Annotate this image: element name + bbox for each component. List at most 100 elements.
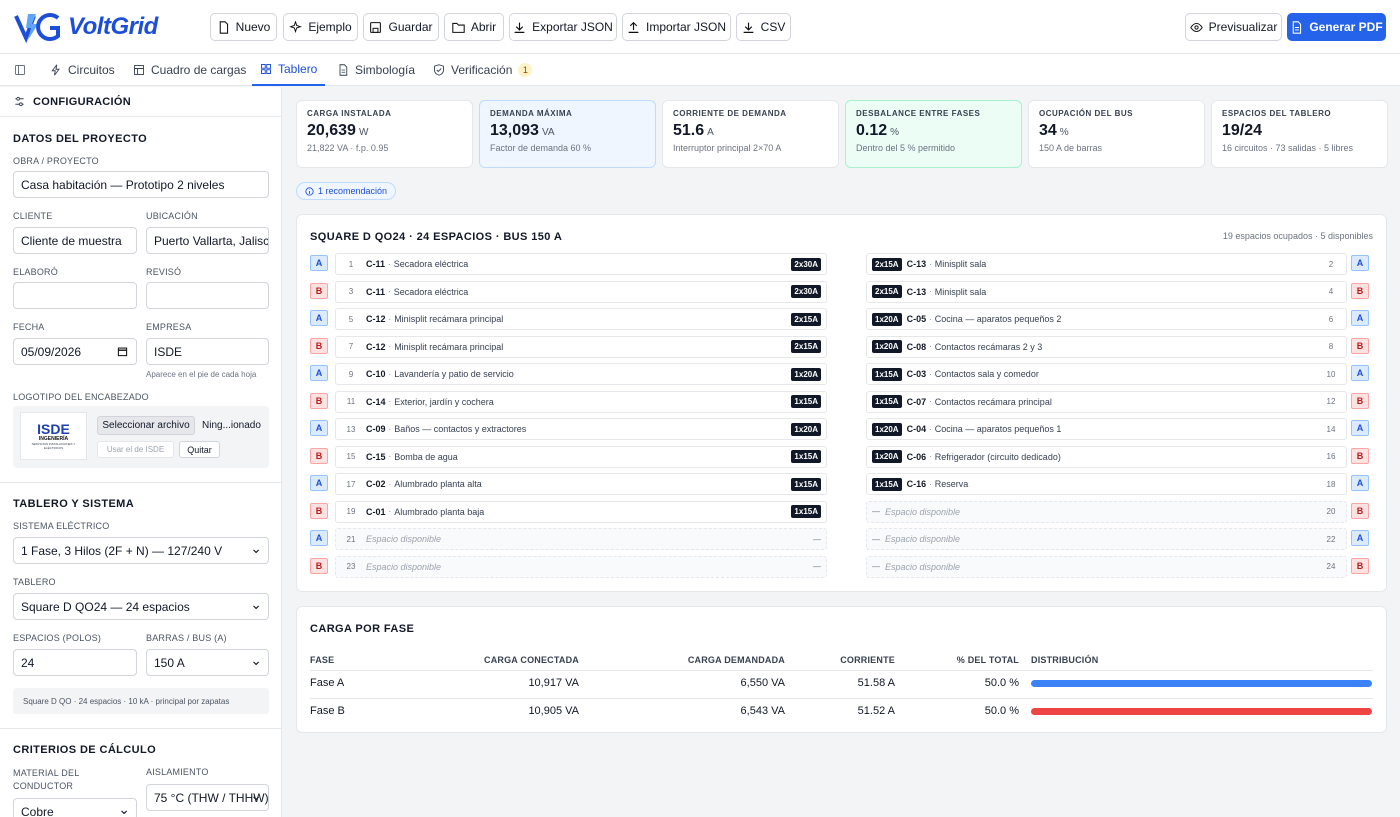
obra-label: OBRA / PROYECTO — [13, 156, 99, 166]
circuit-slot[interactable]: 1 C-11 · Secadora eléctrica 2x30A — [335, 253, 827, 275]
export-json-button[interactable]: Exportar JSON — [509, 13, 617, 41]
aislamiento-select[interactable]: 75 °C (THW / THHW) — [146, 784, 269, 811]
circuit-id: C-09 — [366, 424, 386, 434]
empty-slot[interactable]: — Espacio disponible 24 — [866, 555, 1347, 578]
circuit-slot[interactable]: 1x15A C-07 · Contactos recámara principal 12 — [866, 390, 1347, 413]
card-title: OCUPACIÓN DEL BUS — [1039, 109, 1133, 118]
circuit-slot[interactable]: 7 C-12 · Minisplit recámara principal 2x15A — [335, 335, 827, 358]
breaker-rating: — — [872, 534, 880, 544]
save-button[interactable]: Guardar — [363, 13, 439, 41]
sistema-select[interactable]: 1 Fase, 3 Hilos (2F + N) — 127/240 V — [13, 537, 269, 564]
grid-icon — [261, 64, 271, 74]
fecha-label: FECHA — [13, 322, 45, 332]
tab-simbologia-label: Simbología — [355, 63, 416, 77]
circuit-slot[interactable]: 1x20A C-04 · Cocina — aparatos pequeños 1 14 — [866, 418, 1347, 440]
breaker-rating: 1x15A — [791, 477, 821, 491]
collapse-sidebar-button[interactable] — [14, 54, 26, 86]
circuit-slot[interactable]: 5 C-12 · Minisplit recámara principal 2x15A — [335, 308, 827, 330]
phase-tag: B — [1351, 337, 1369, 354]
distribution-bar — [1031, 708, 1372, 715]
circuit-slot[interactable]: 2x15A C-13 · Minisplit sala 2 — [866, 253, 1347, 275]
logo-preview: ISDE INGENIERÍA SERVICIOS INSTALACIONES … — [20, 412, 87, 460]
breaker-rating: 2x15A — [791, 340, 821, 353]
circuit-slot[interactable]: 2x15A C-13 · Minisplit sala 4 — [866, 280, 1347, 303]
phase-tag: B — [310, 502, 328, 519]
circuit-slot[interactable]: 1x20A C-06 · Refrigerador (circuito dedicad… — [866, 445, 1347, 468]
circuit-slot[interactable]: 1x15A C-03 · Contactos sala y comedor 10 — [866, 363, 1347, 385]
card-value: 34 — [1039, 122, 1057, 139]
save-button-label: Guardar — [388, 20, 433, 34]
preview-button-label: Previsualizar — [1208, 20, 1278, 34]
export-json-label: Exportar JSON — [532, 20, 613, 34]
card-subtitle: Interruptor principal 2×70 A — [673, 143, 782, 153]
circuit-description: Espacio disponible — [885, 534, 961, 544]
slot-number: 16 — [1326, 452, 1336, 461]
phase-current: 51.58 A — [857, 677, 895, 689]
empresa-input[interactable]: ISDE — [146, 338, 269, 365]
remove-logo-button[interactable]: Quitar — [179, 441, 220, 458]
empresa-hint: Aparece en el pie de cada hoja — [146, 370, 257, 379]
empty-slot[interactable]: 23 Espacio disponible — — [335, 555, 827, 578]
tab-verificacion[interactable]: Verificación 1 — [433, 54, 533, 86]
circuit-slot[interactable]: 1x15A C-16 · Reserva 18 — [866, 473, 1347, 495]
open-button[interactable]: Abrir — [444, 13, 504, 41]
tab-simbologia[interactable]: Simbología — [337, 54, 415, 86]
circuit-description: Baños — contactos y extractores — [394, 424, 527, 434]
slot-number: 21 — [346, 534, 356, 544]
tablero-select[interactable]: Square D QO24 — 24 espacios — [13, 593, 269, 620]
empty-slot[interactable]: 21 Espacio disponible — — [335, 528, 827, 550]
card-value-row: 19/24 — [1222, 122, 1377, 140]
circuit-slot[interactable]: 9 C-10 · Lavandería y patio de servicio 1x20… — [335, 363, 827, 385]
ubicacion-input[interactable]: Puerto Vallarta, Jalisco — [146, 227, 269, 254]
empty-slot[interactable]: — Espacio disponible 22 — [866, 528, 1347, 550]
card-title: DESBALANCE ENTRE FASES — [856, 109, 981, 118]
app-logo[interactable]: VoltGrid — [14, 10, 158, 44]
new-button[interactable]: Nuevo — [210, 13, 277, 41]
fecha-input[interactable]: 05/09/2026 — [13, 338, 137, 365]
circuit-slot[interactable]: 11 C-14 · Exterior, jardín y cochera 1x15A — [335, 390, 827, 413]
select-file-button[interactable]: Seleccionar archivo — [97, 416, 195, 435]
circuit-slot[interactable]: 19 C-01 · Alumbrado planta baja 1x15A — [335, 500, 827, 523]
logo-preview-subtitle: INGENIERÍA — [38, 436, 69, 442]
card-value: 20,639 — [307, 122, 356, 139]
barras-select[interactable]: 150 A — [146, 649, 269, 676]
phase-tag: B — [1351, 502, 1369, 519]
obra-input[interactable]: Casa habitación — Prototipo 2 niveles — [13, 171, 269, 198]
col-porcentaje: % DEL TOTAL — [956, 655, 1019, 665]
circuit-id: C-07 — [906, 396, 927, 407]
circuit-slot[interactable]: 3 C-11 · Secadora eléctrica 2x30A — [335, 280, 827, 303]
circuit-slot[interactable]: 15 C-15 · Bomba de agua 1x15A — [335, 445, 827, 468]
circuit-description: Minisplit sala — [934, 259, 987, 269]
example-button[interactable]: Ejemplo — [283, 13, 358, 41]
recommendations-badge[interactable]: 1 recomendación — [296, 182, 397, 200]
circuit-slot[interactable]: 17 C-02 · Alumbrado planta alta 1x15A — [335, 473, 827, 495]
calendar-icon[interactable] — [117, 346, 128, 357]
phase-tag: B — [1351, 557, 1369, 574]
bolt-icon — [51, 64, 60, 76]
slot-number: 24 — [1326, 562, 1336, 571]
reviso-input[interactable] — [146, 282, 269, 309]
generate-pdf-button[interactable]: Generar PDF — [1287, 13, 1386, 41]
espacios-input[interactable]: 24 — [13, 649, 137, 676]
material-select[interactable]: Cobre — [13, 798, 137, 817]
phase-tag: B — [310, 557, 328, 574]
tab-tablero[interactable]: Tablero — [252, 54, 326, 86]
tab-circuitos[interactable]: Circuitos — [50, 54, 115, 86]
cliente-input[interactable]: Cliente de muestra — [13, 227, 137, 254]
preview-button[interactable]: Previsualizar — [1185, 13, 1282, 41]
phase-tag: A — [1351, 365, 1369, 381]
elaboro-input[interactable] — [13, 282, 137, 309]
circuit-slot[interactable]: 13 C-09 · Baños — contactos y extractores 1x… — [335, 418, 827, 440]
panel-title: SQUARE D QO24 · 24 ESPACIOS · BUS 150 A — [310, 231, 563, 243]
csv-button[interactable]: CSV — [736, 13, 791, 41]
circuit-description: Cocina — aparatos pequeños 2 — [934, 314, 1062, 324]
tab-cuadro-de-cargas[interactable]: Cuadro de cargas — [133, 54, 246, 86]
empty-slot[interactable]: — Espacio disponible 20 — [866, 500, 1347, 523]
slot-number: 13 — [346, 424, 356, 434]
circuit-id: C-02 — [366, 479, 386, 489]
import-json-button[interactable]: Importar JSON — [622, 13, 731, 41]
use-isde-logo-button[interactable]: Usar el de ISDE — [97, 441, 174, 458]
summary-card: ESPACIOS DEL TABLERO 19/24 16 circuitos · … — [1211, 100, 1388, 168]
